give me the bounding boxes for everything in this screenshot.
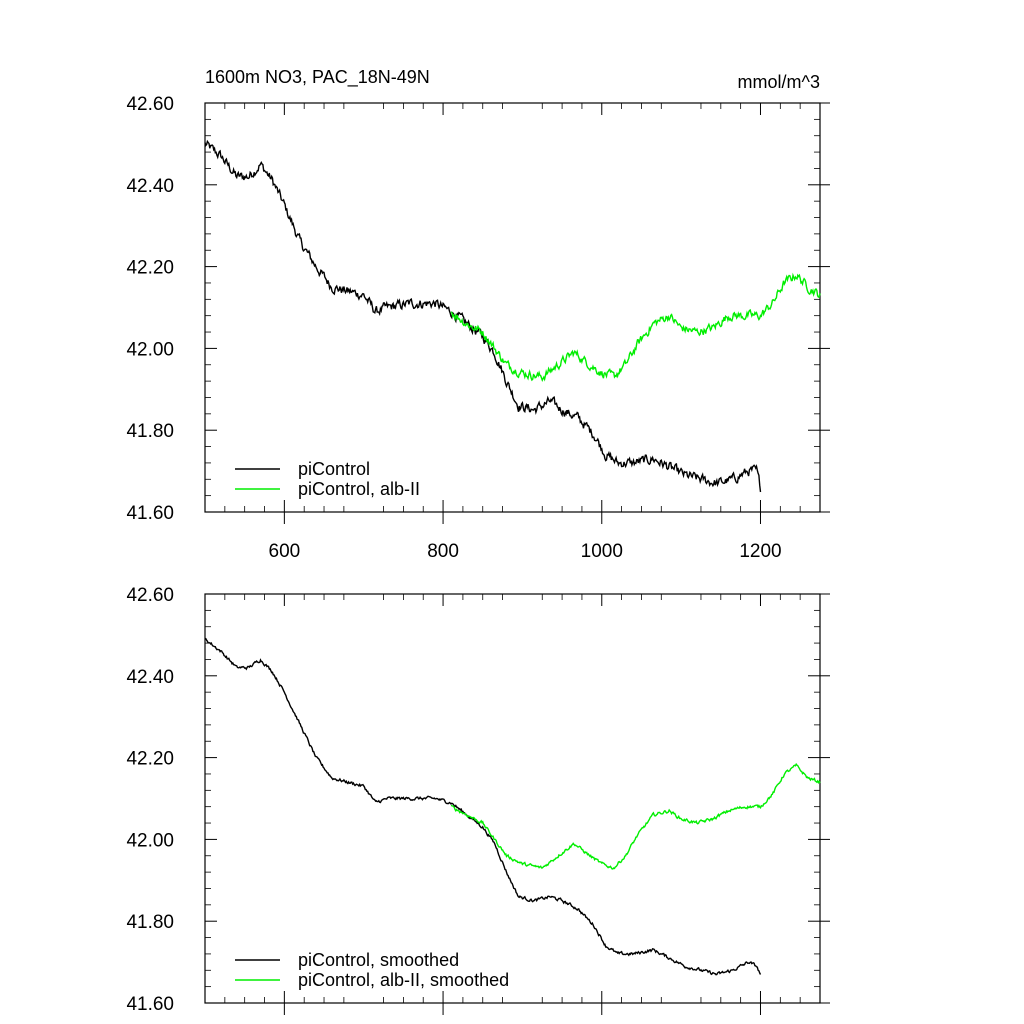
legend-label: piControl, alb-II, smoothed [298,970,509,990]
y-tick-label: 42.20 [126,258,174,279]
y-tick-label: 41.80 [126,912,174,933]
y-tick-label: 42.40 [126,176,174,197]
y-tick-label: 42.00 [126,339,174,360]
legend-label: piControl, smoothed [298,950,459,970]
series-line-1 [450,762,821,870]
plot-frame [204,102,821,513]
y-tick-label: 42.60 [126,94,174,115]
series-line-0 [204,139,762,493]
x-tick-label: 1200 [739,541,781,562]
x-tick-label: 800 [427,541,459,562]
y-tick-label: 42.00 [126,830,174,851]
x-tick-label: 1000 [581,541,623,562]
y-tick-label: 41.60 [126,994,174,1015]
y-tick-label: 42.40 [126,667,174,688]
bottom-panel: 41.60 41.80 42.00 42.20 42.40 42.60 piControl,… [126,585,830,1015]
y-tick-label: 41.80 [126,421,174,442]
y-tick-label: 42.60 [126,585,174,606]
chart-title: 1600m NO3, PAC_18N-49N [205,67,430,88]
y-tick-label: 42.20 [126,749,174,770]
x-tick-label: 600 [269,541,301,562]
legend-label: piControl, alb-II [298,479,420,499]
y-tick-label: 41.60 [126,503,174,524]
units-label: mmol/m^3 [738,72,820,92]
series-line-0 [204,637,762,976]
plot-frame [204,593,821,1004]
series-line-1 [450,272,821,382]
legend-label: piControl [298,459,370,479]
top-panel: 600 800 1000 1200 41.60 41.80 42.00 42.20 42.40 4… [126,67,830,562]
